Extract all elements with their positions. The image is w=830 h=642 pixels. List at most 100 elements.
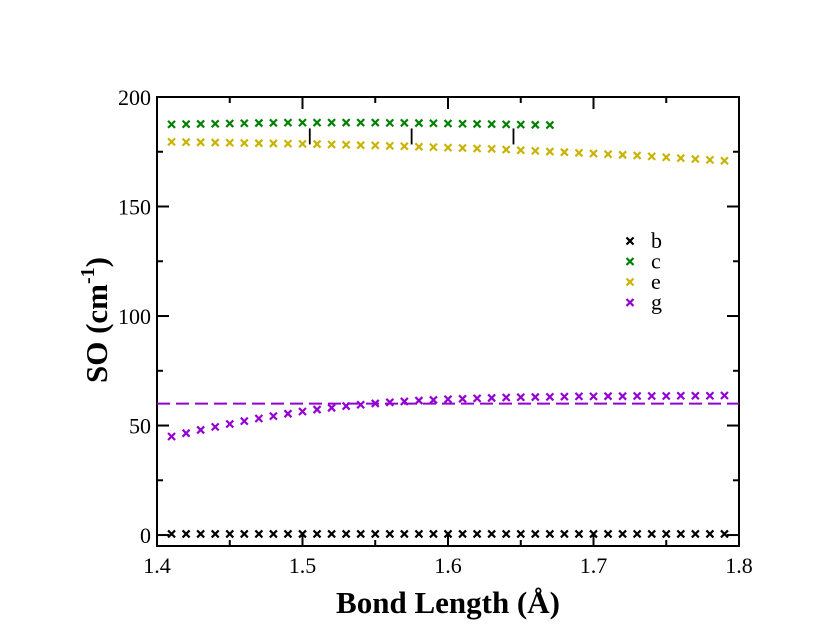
data-point-b — [705, 529, 715, 539]
data-point-e — [705, 155, 715, 165]
data-point-g — [327, 403, 336, 413]
data-point-e — [167, 137, 176, 147]
x-axis-title: Bond Length (Å) — [336, 585, 560, 620]
data-point-g — [589, 392, 598, 401]
data-point-b — [210, 529, 220, 539]
data-point-b — [414, 529, 424, 539]
data-point-e — [283, 139, 293, 148]
data-point-g — [661, 391, 671, 401]
data-point-e — [429, 142, 438, 152]
data-point-b — [501, 529, 511, 539]
data-point-c — [458, 119, 467, 128]
data-point-c — [443, 119, 453, 128]
data-point-g — [691, 391, 700, 401]
data-point-g — [356, 400, 365, 410]
data-point-e — [341, 140, 351, 150]
data-point-c — [487, 119, 496, 129]
data-point-b — [385, 529, 395, 539]
data-point-c — [254, 118, 264, 128]
data-point-g — [603, 391, 613, 401]
data-point-e — [196, 138, 205, 147]
data-point-c — [196, 119, 205, 129]
series-g — [167, 391, 729, 441]
data-point-g — [225, 419, 235, 429]
series-e — [167, 137, 729, 166]
data-point-b — [632, 529, 642, 539]
axis-tick-labels: 1.4 1.5 1.6 1.7 1.8 0 50 100 150 200 — [118, 85, 753, 578]
data-point-g — [531, 392, 540, 402]
data-point-b — [167, 529, 176, 539]
data-point-b — [647, 529, 656, 539]
data-point-g — [210, 422, 220, 432]
series-b — [167, 529, 729, 539]
data-point-g — [501, 393, 511, 402]
data-point-c — [210, 119, 220, 128]
data-point-g — [472, 394, 482, 403]
data-point-b — [327, 529, 336, 539]
data-point-g — [414, 396, 424, 405]
data-point-e — [370, 141, 380, 150]
data-point-c — [356, 118, 365, 127]
data-point-e — [661, 152, 671, 162]
data-point-c — [400, 118, 409, 128]
data-point-b — [225, 529, 235, 539]
data-point-e — [618, 150, 627, 160]
data-point-c — [414, 118, 424, 128]
data-point-b — [676, 529, 686, 539]
axis-ticks — [156, 96, 740, 546]
data-point-b — [720, 529, 729, 539]
data-point-e — [472, 144, 482, 153]
legend-marker-g — [625, 298, 635, 307]
data-point-g — [429, 395, 438, 405]
data-point-b — [661, 529, 671, 539]
data-point-b — [283, 529, 293, 539]
data-point-e — [181, 137, 191, 147]
data-point-g — [341, 401, 351, 411]
data-point-b — [429, 529, 438, 539]
data-point-b — [589, 529, 598, 539]
x-tick-label: 1.4 — [143, 553, 171, 578]
data-point-g — [560, 392, 569, 401]
data-point-g — [443, 394, 453, 404]
data-point-e — [225, 138, 235, 148]
data-point-e — [545, 147, 555, 156]
legend-label-b: b — [651, 228, 662, 253]
y-axis-title-superscript: -1 — [77, 267, 99, 284]
data-point-e — [414, 142, 424, 151]
data-point-e — [501, 145, 511, 154]
data-point-g — [370, 399, 380, 408]
data-point-b — [254, 529, 264, 539]
data-point-e — [647, 152, 656, 161]
svg-text:SO (cm-1): SO (cm-1) — [77, 257, 114, 383]
data-point-b — [618, 529, 627, 539]
y-tick-label: 200 — [118, 85, 151, 110]
data-point-g — [676, 391, 686, 401]
y-tick-label: 100 — [118, 304, 151, 329]
data-point-c — [472, 119, 482, 129]
data-point-g — [269, 411, 278, 421]
data-point-c — [167, 120, 176, 129]
data-point-e — [210, 138, 220, 147]
data-point-e — [298, 139, 307, 149]
data-point-c — [501, 120, 511, 129]
data-point-e — [443, 143, 453, 152]
data-point-e — [560, 147, 569, 157]
legend-label-c: c — [651, 249, 661, 274]
data-point-e — [531, 146, 540, 156]
data-point-b — [356, 529, 365, 539]
data-point-g — [254, 414, 264, 423]
data-point-g — [240, 416, 249, 426]
data-point-g — [385, 398, 395, 407]
data-point-e — [691, 154, 700, 164]
data-point-b — [458, 529, 467, 539]
data-point-g — [283, 409, 293, 418]
data-point-c — [240, 119, 249, 128]
data-point-b — [341, 529, 351, 539]
data-point-g — [720, 391, 729, 400]
data-point-g — [167, 432, 176, 441]
x-tick-label: 1.6 — [434, 553, 462, 578]
data-point-e — [254, 138, 264, 148]
data-point-c — [516, 120, 526, 129]
